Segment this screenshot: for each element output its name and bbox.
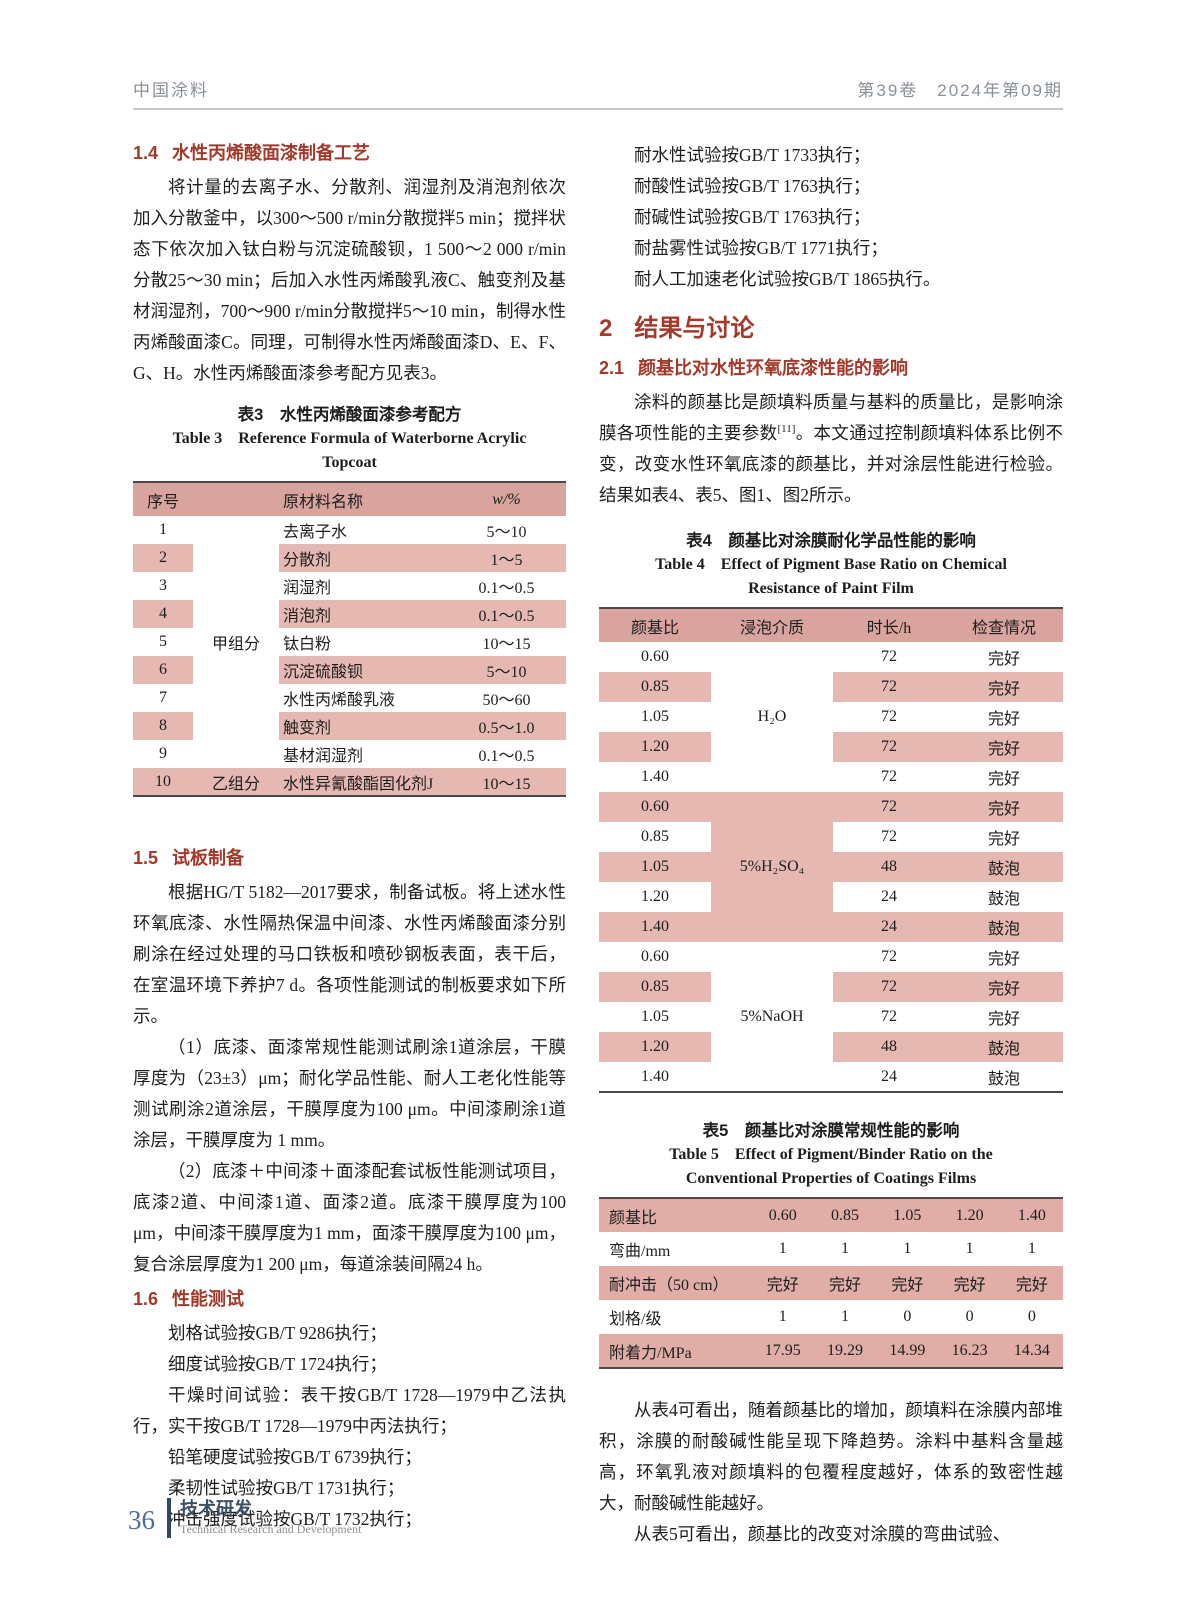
table-row: 划格/级 1 1 0 0 0 [609, 1308, 1036, 1328]
page-number: 36 [128, 1505, 155, 1535]
table4: 颜基比 浸泡介质 时长/h 检查情况 0.60 H₂O 72 完好 0.85 7… [599, 607, 1063, 1093]
column-left: 1.4 水性丙烯酸面漆制备工艺 将计量的去离子水、分散剂、润湿剂及消泡剂依次加入分… [133, 118, 566, 1550]
test-item: 冲击强度试验按GB/T 1732执行； [168, 1509, 422, 1529]
footer-section-zh: 技术研发 [180, 1499, 252, 1519]
table-row: 耐冲击（50 cm） 完好 完好 完好 完好 完好 [599, 1266, 1063, 1300]
table3-group-b: 乙组分 [193, 768, 279, 796]
running-head: 中国涂料 第39卷 2024年第09期 [133, 76, 1063, 110]
test-item: 耐人工加速老化试验按GB/T 1865执行。 [634, 269, 941, 289]
section-heading-2: 2 结果与讨论 [599, 315, 755, 342]
table-row: 5 钛白粉 10～15 [159, 633, 531, 653]
table3-header-row: 序号 原材料名称 w/% [133, 482, 566, 516]
table3-caption-en: Table 3 Reference Formula of Waterborne … [172, 430, 527, 447]
table4-caption-zh: 表4 颜基比对涂膜耐化学品性能的影响 [686, 532, 976, 550]
table3-col-name: 原材料名称 [279, 482, 447, 516]
footer-section-en: Technical Research and Development [180, 1522, 362, 1536]
table-row: 0.60 5%H₂SO₄ 72 完好 [599, 792, 1063, 942]
table3-group-a: 甲组分 [211, 636, 260, 653]
table5: 颜基比 0.60 0.85 1.05 1.20 1.40 弯曲/mm 1 1 1… [599, 1197, 1063, 1369]
citation-ref: [11] [777, 423, 796, 436]
table-row: 0.85 72 完好 [599, 672, 1063, 702]
table-row: 1.05 48 鼓泡 [599, 852, 1063, 882]
test-item: 干燥时间试验：表干按GB/T 1728—1979中乙法执行，实干按GB/T 17… [133, 1385, 566, 1436]
table-row: 颜基比 0.60 0.85 1.05 1.20 1.40 [599, 1198, 1063, 1232]
test-item: 细度试验按GB/T 1724执行； [168, 1354, 387, 1374]
table-row: 0.85 72 完好 [641, 828, 1020, 848]
table-row: 2 分散剂 1～5 [133, 544, 566, 572]
table-row: 1.40 24 鼓泡 [641, 1067, 1020, 1088]
table5-caption-en: Table 5 Effect of Pigment/Binder Ratio o… [669, 1146, 993, 1163]
table3-caption: 表3 水性丙烯酸面漆参考配方 Table 3 Reference Formula… [133, 403, 566, 475]
table-row: 1.05 72 完好 [641, 708, 1020, 728]
test-item: 柔韧性试验按GB/T 1731执行； [168, 1478, 405, 1498]
section-number: 1.4 [133, 143, 159, 163]
table-row: 6 沉淀硫酸钡 5～10 [133, 656, 566, 684]
table4-caption-en2: Resistance of Paint Film [748, 580, 914, 597]
paragraph-1-5a: 根据HG/T 5182—2017要求，制备试板。将上述水性环氧底漆、水性隔热保温… [133, 882, 566, 1026]
footer-section-block: 技术研发 Technical Research and Development [167, 1498, 361, 1538]
paragraph-1-4: 将计量的去离子水、分散剂、润湿剂及消泡剂依次加入分散釜中，以300～500 r/… [133, 177, 566, 383]
test-item: 铅笔硬度试验按GB/T 6739执行； [168, 1447, 422, 1467]
column-right: 耐水性试验按GB/T 1733执行； 耐酸性试验按GB/T 1763执行； 耐碱… [599, 118, 1063, 1550]
test-item: 耐盐雾性试验按GB/T 1771执行； [634, 238, 888, 258]
table-row: 7 水性丙烯酸乳液 50～60 [159, 689, 531, 709]
table5-caption-zh: 表5 颜基比对涂膜常规性能的影响 [702, 1122, 960, 1140]
table4-caption: 表4 颜基比对涂膜耐化学品性能的影响 Table 4 Effect of Pig… [599, 529, 1063, 601]
table3: 序号 原材料名称 w/% 1 甲组分 去离子水 5～10 2 分散剂 1～5 [133, 481, 566, 797]
section-title: 水性丙烯酸面漆制备工艺 [172, 143, 371, 163]
table-row: 1.20 24 鼓泡 [641, 888, 1020, 908]
section-heading-1-5: 1.5 试板制备 [133, 848, 245, 868]
paragraph-1-5b: （1）底漆、面漆常规性能测试刷涂1道涂层，干膜厚度为（23±3）μm；耐化学品性… [133, 1037, 566, 1150]
table-row: 1 甲组分 去离子水 5～10 [133, 516, 566, 653]
section-heading-2-1: 2.1 颜基比对水性环氧底漆性能的影响 [599, 358, 909, 378]
table3-col-no: 序号 [133, 482, 193, 516]
table3-caption-zh: 表3 水性丙烯酸面漆参考配方 [237, 406, 462, 424]
paragraph-discussion-1: 从表4可看出，随着颜基比的增加，颜填料在涂膜内部堆积，涂膜的耐酸碱性能呈现下降趋… [599, 1400, 1063, 1513]
table-row: 弯曲/mm 1 1 1 1 1 [609, 1240, 1036, 1260]
table-row: 1.20 48 鼓泡 [599, 1032, 1063, 1062]
table-row: 10 乙组分 水性异氰酸酯固化剂J 10～15 [133, 768, 566, 796]
table3-col-w: w/% [447, 482, 566, 516]
medium-naoh: 5%NaOH [740, 1007, 804, 1025]
test-item: 划格试验按GB/T 9286执行； [168, 1323, 387, 1343]
table-row: 8 触变剂 0.5～1.0 [133, 712, 566, 740]
section-heading-1-6: 1.6 性能测试 [133, 1289, 245, 1309]
table-row: 附着力/MPa 17.95 19.29 14.99 16.23 14.34 [599, 1334, 1063, 1368]
paragraph-discussion-2: 从表5可看出，颜基比的改变对涂膜的弯曲试验、 [634, 1524, 1011, 1544]
table-row: 0.60 5%NaOH 72 完好 [599, 942, 1063, 1025]
test-item: 耐酸性试验按GB/T 1763执行； [634, 176, 871, 196]
medium-h2o: H₂O [757, 708, 787, 725]
page-footer: 36 技术研发 Technical Research and Developme… [128, 1498, 361, 1542]
table5-caption: 表5 颜基比对涂膜常规性能的影响 Table 5 Effect of Pigme… [599, 1119, 1063, 1191]
paragraph-2-1: 涂料的颜基比是颜填料质量与基料的质量比，是影响涂膜各项性能的主要参数[11]。本… [599, 392, 1064, 505]
table-row: 3 润湿剂 0.1～0.5 [159, 577, 535, 597]
table-row: 1.40 24 鼓泡 [599, 912, 1063, 942]
issue-info: 第39卷 2024年第09期 [857, 81, 1063, 100]
table4-header-row: 颜基比 浸泡介质 时长/h 检查情况 [599, 608, 1063, 642]
medium-h2so4: 5%H₂SO₄ [711, 792, 833, 942]
table-row: 9 基材润湿剂 0.1～0.5 [159, 745, 535, 765]
journal-name: 中国涂料 [133, 81, 209, 100]
section-heading-1-4: 1.4 水性丙烯酸面漆制备工艺 [133, 140, 566, 166]
table-row: 1.20 72 完好 [599, 732, 1063, 762]
table-row: 0.60 H₂O 72 完好 [599, 642, 1063, 725]
table5-caption-en2: Conventional Properties of Coatings Film… [685, 1170, 977, 1187]
test-item: 耐水性试验按GB/T 1733执行； [634, 145, 871, 165]
table-row: 1.05 72 完好 [641, 1008, 1020, 1028]
table3-caption-en2: Topcoat [322, 454, 377, 471]
table-row: 1.40 72 完好 [641, 768, 1020, 788]
table4-caption-en: Table 4 Effect of Pigment Base Ratio on … [655, 556, 1007, 573]
table-row: 4 消泡剂 0.1～0.5 [133, 600, 566, 628]
test-item: 耐碱性试验按GB/T 1763执行； [634, 207, 871, 227]
table-row: 0.85 72 完好 [599, 972, 1063, 1002]
paragraph-1-5c: （2）底漆＋中间漆＋面漆配套试板性能测试项目，底漆2道、中间漆1道、面漆2道。底… [133, 1161, 566, 1274]
